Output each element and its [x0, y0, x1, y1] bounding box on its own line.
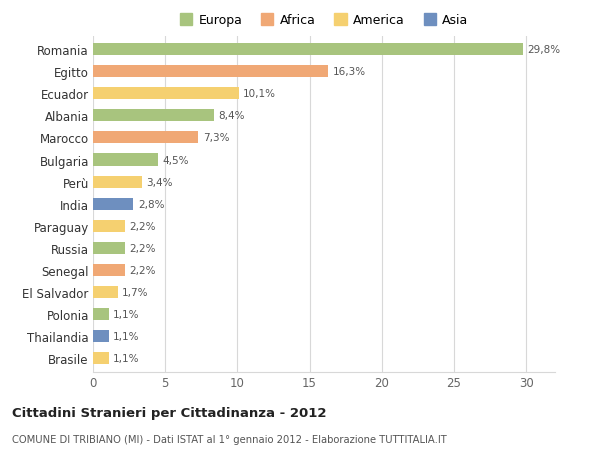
Text: 1,1%: 1,1% — [113, 353, 140, 364]
Bar — [93, 198, 133, 210]
Bar — [93, 110, 214, 122]
Text: 1,7%: 1,7% — [122, 287, 148, 297]
Text: 3,4%: 3,4% — [146, 177, 173, 187]
Bar — [93, 44, 523, 56]
Bar — [93, 286, 118, 298]
Bar — [93, 154, 158, 166]
Text: 7,3%: 7,3% — [203, 133, 229, 143]
Text: 2,8%: 2,8% — [138, 199, 164, 209]
Text: 1,1%: 1,1% — [113, 331, 140, 341]
Bar — [93, 220, 125, 232]
Text: 16,3%: 16,3% — [332, 67, 366, 77]
Text: COMUNE DI TRIBIANO (MI) - Dati ISTAT al 1° gennaio 2012 - Elaborazione TUTTITALI: COMUNE DI TRIBIANO (MI) - Dati ISTAT al … — [12, 434, 447, 444]
Text: 4,5%: 4,5% — [162, 155, 189, 165]
Legend: Europa, Africa, America, Asia: Europa, Africa, America, Asia — [179, 14, 469, 27]
Bar — [93, 88, 239, 100]
Text: 1,1%: 1,1% — [113, 309, 140, 319]
Text: 2,2%: 2,2% — [129, 243, 155, 253]
Text: Cittadini Stranieri per Cittadinanza - 2012: Cittadini Stranieri per Cittadinanza - 2… — [12, 406, 326, 419]
Text: 2,2%: 2,2% — [129, 265, 155, 275]
Bar — [93, 264, 125, 276]
Text: 8,4%: 8,4% — [218, 111, 245, 121]
Bar — [93, 66, 328, 78]
Bar — [93, 242, 125, 254]
Text: 29,8%: 29,8% — [527, 45, 560, 55]
Bar — [93, 353, 109, 364]
Bar — [93, 176, 142, 188]
Bar — [93, 308, 109, 320]
Text: 10,1%: 10,1% — [243, 89, 276, 99]
Bar — [93, 330, 109, 342]
Text: 2,2%: 2,2% — [129, 221, 155, 231]
Bar — [93, 132, 199, 144]
